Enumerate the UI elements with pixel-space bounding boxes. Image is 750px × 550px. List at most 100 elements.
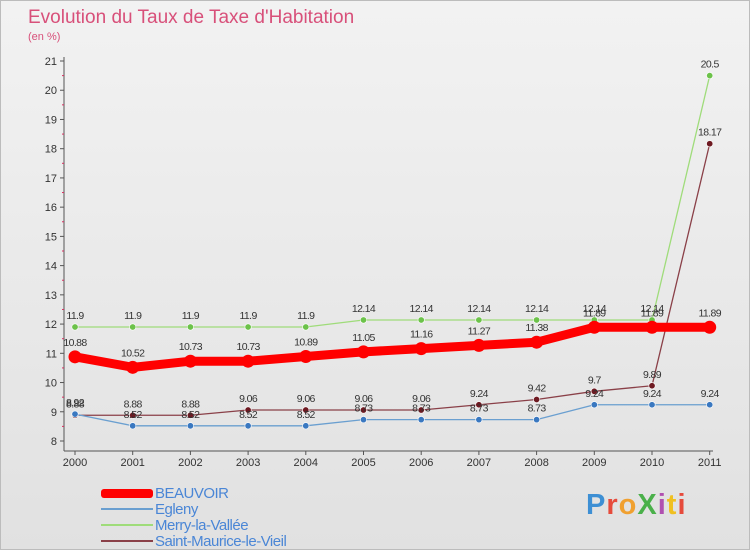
- legend-label-beauvoir: BEAUVOIR: [155, 484, 229, 502]
- data-point-beauvoir: [241, 354, 255, 368]
- y-tick-label: 16: [45, 202, 57, 214]
- y-tick-label: 12: [45, 319, 57, 331]
- data-label-beauvoir: 11.89: [641, 307, 664, 319]
- data-point-merry-la-vallee: [129, 323, 137, 331]
- data-point-saint-maurice-le-vieil: [533, 395, 541, 403]
- data-point-beauvoir: [587, 320, 601, 334]
- y-tick-label: 19: [45, 114, 57, 126]
- data-point-beauvoir: [357, 345, 370, 359]
- data-point-saint-maurice-le-vieil: [648, 382, 656, 390]
- data-label-merry-la-vallee: 11.9: [66, 310, 84, 322]
- data-label-beauvoir: 10.52: [121, 347, 145, 359]
- data-point-egleny: [71, 410, 79, 418]
- data-point-beauvoir: [183, 354, 197, 368]
- chart-title: Evolution du Taux de Taxe d'Habitation: [28, 7, 355, 28]
- legend-label-saint-maurice-le-vieil: Saint-Maurice-le-Vieil: [155, 532, 287, 550]
- data-label-saint-maurice-le-vieil: 8.88: [66, 398, 85, 410]
- legend-label-egleny: Egleny: [155, 500, 198, 518]
- data-point-egleny: [129, 422, 137, 430]
- legend-item-saint-maurice-le-vieil: Saint-Maurice-le-Vieil: [101, 532, 287, 550]
- data-point-saint-maurice-le-vieil: [359, 406, 367, 414]
- x-tick-label: 2007: [467, 457, 491, 469]
- y-tick-label: 15: [45, 231, 57, 243]
- data-point-saint-maurice-le-vieil: [417, 406, 425, 414]
- data-point-beauvoir: [645, 320, 659, 334]
- data-point-beauvoir: [299, 350, 313, 364]
- data-label-saint-maurice-le-vieil: 9.06: [354, 393, 373, 405]
- legend-swatch-egleny: [101, 508, 153, 510]
- data-label-beauvoir: 11.05: [352, 332, 375, 344]
- data-label-egleny: 8.52: [297, 409, 316, 421]
- data-label-merry-la-vallee: 11.9: [182, 310, 200, 322]
- data-label-beauvoir: 11.38: [525, 322, 548, 334]
- data-point-saint-maurice-le-vieil: [186, 411, 194, 419]
- logo-letter: P: [586, 489, 607, 521]
- data-label-egleny: 9.24: [701, 388, 720, 400]
- data-label-saint-maurice-le-vieil: 9.42: [528, 382, 547, 394]
- data-point-merry-la-vallee: [533, 316, 541, 324]
- proxiti-logo: ProXiti: [586, 489, 687, 522]
- y-tick-label: 11: [46, 348, 57, 360]
- data-label-saint-maurice-le-vieil: 9.7: [588, 374, 602, 386]
- data-point-saint-maurice-le-vieil: [302, 406, 310, 414]
- series-line-saint-maurice-le-vieil: [74, 143, 711, 416]
- data-label-beauvoir: 11.89: [698, 307, 721, 319]
- logo-letter: t: [666, 489, 678, 521]
- data-label-saint-maurice-le-vieil: 9.06: [412, 393, 431, 405]
- legend-item-beauvoir: BEAUVOIR: [101, 484, 286, 502]
- y-tick-label: 21: [45, 56, 57, 68]
- data-point-egleny: [417, 416, 425, 424]
- legend-item-merry-la-vallee: Merry-la-Vallée: [101, 517, 286, 534]
- data-label-beauvoir: 10.73: [236, 341, 260, 353]
- x-tick-label: 2009: [582, 457, 606, 469]
- data-label-merry-la-vallee: 12.14: [525, 303, 549, 315]
- data-label-merry-la-vallee: 12.14: [640, 303, 664, 315]
- y-tick-label: 20: [45, 85, 57, 97]
- x-tick-label: 2006: [409, 457, 433, 469]
- y-tick-label: 18: [45, 144, 57, 156]
- data-label-merry-la-vallee: 20.5: [701, 59, 720, 71]
- y-tick-label: 14: [45, 261, 57, 273]
- data-label-beauvoir: 11.16: [410, 329, 433, 341]
- data-point-merry-la-vallee: [417, 316, 425, 324]
- data-label-merry-la-vallee: 12.14: [467, 303, 491, 315]
- data-point-saint-maurice-le-vieil: [475, 401, 483, 409]
- data-label-egleny: 9.24: [643, 388, 662, 400]
- data-label-egleny: 8.73: [528, 403, 547, 415]
- data-label-merry-la-vallee: 11.9: [239, 310, 257, 322]
- data-point-beauvoir: [703, 320, 717, 334]
- data-point-egleny: [359, 416, 367, 424]
- x-tick-label: 2000: [63, 457, 87, 469]
- data-point-beauvoir: [68, 350, 82, 364]
- data-label-beauvoir: 11.27: [468, 325, 491, 337]
- data-point-egleny: [706, 401, 714, 409]
- data-label-merry-la-vallee: 12.14: [583, 303, 607, 315]
- x-tick-label: 2001: [120, 457, 144, 469]
- data-label-egleny: 8.52: [181, 409, 200, 421]
- data-label-beauvoir: 10.73: [179, 341, 203, 353]
- data-label-egleny: 9.24: [585, 388, 604, 400]
- x-tick-label: 2004: [294, 457, 318, 469]
- data-label-saint-maurice-le-vieil: 9.89: [643, 369, 662, 381]
- data-label-merry-la-vallee: 11.9: [297, 310, 315, 322]
- data-label-egleny: 8.52: [239, 409, 258, 421]
- data-point-egleny: [244, 422, 252, 430]
- data-point-saint-maurice-le-vieil: [706, 140, 714, 148]
- data-label-merry-la-vallee: 11.9: [124, 310, 142, 322]
- series-line-beauvoir: [70, 322, 715, 372]
- data-label-saint-maurice-le-vieil: 18.17: [698, 127, 722, 139]
- data-point-egleny: [533, 416, 541, 424]
- y-tick-label: 10: [45, 378, 57, 390]
- logo-letter: o: [618, 489, 638, 521]
- data-point-saint-maurice-le-vieil: [129, 411, 137, 419]
- data-label-merry-la-vallee: 12.14: [352, 303, 376, 315]
- x-tick-label: 2005: [351, 457, 375, 469]
- data-label-beauvoir: 10.88: [63, 337, 87, 349]
- data-point-merry-la-vallee: [475, 316, 483, 324]
- data-point-merry-la-vallee: [359, 316, 367, 324]
- logo-letter: r: [606, 489, 619, 521]
- data-label-egleny: 8.52: [124, 409, 143, 421]
- data-point-egleny: [186, 422, 194, 430]
- legend-swatch-saint-maurice-le-vieil: [101, 540, 153, 542]
